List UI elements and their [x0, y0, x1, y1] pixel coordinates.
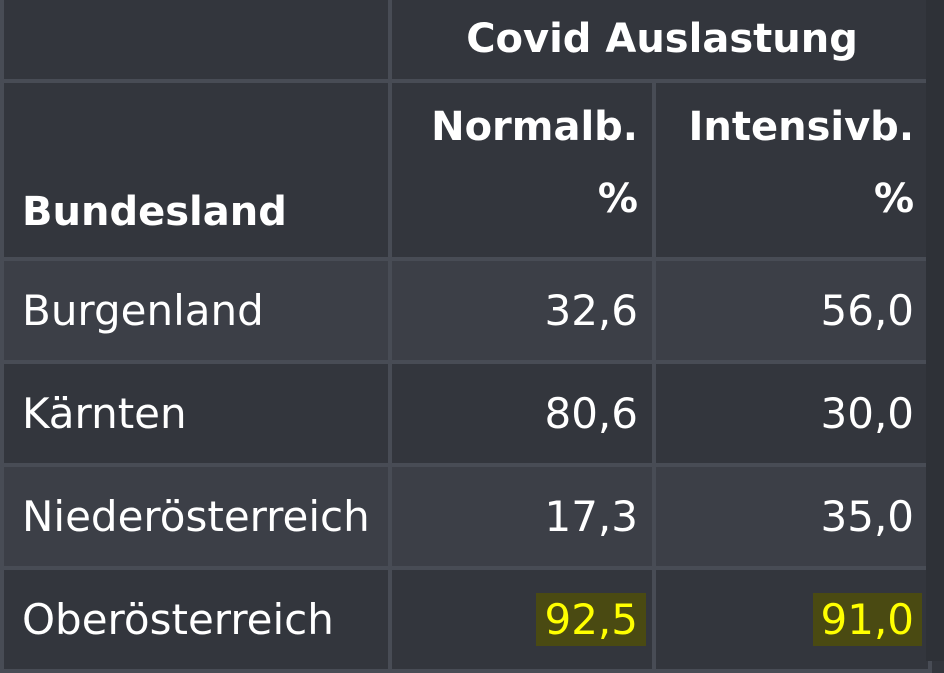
cell-intensivbetten: 30,0 [651, 360, 933, 467]
cell-normalbetten: 32,6 [388, 257, 656, 364]
table-row: Burgenland 32,6 56,0 [0, 257, 933, 364]
column-header-bundesland[interactable]: Bundesland [0, 79, 392, 261]
cell-normalbetten: 80,6 [388, 360, 656, 467]
scroll-gutter [926, 0, 944, 661]
column-header-normalbetten-label: Normalb. [431, 104, 638, 150]
column-header-normalbetten-unit: % [597, 176, 638, 222]
column-header-intensivbetten-unit: % [873, 176, 915, 222]
table-row: Niederösterreich 17,3 35,0 [0, 463, 933, 570]
column-header-row: Bundesland Normalb. % Intensivb. % [0, 79, 933, 261]
highlighted-value: 91,0 [812, 593, 923, 646]
column-header-intensivbetten[interactable]: Intensivb. % [651, 79, 933, 261]
table-row: Oberösterreich 92,5 91,0 [0, 566, 933, 673]
column-header-intensivbetten-label: Intensivb. [688, 104, 915, 150]
cell-intensivbetten: 56,0 [651, 257, 933, 364]
cell-intensivbetten: 91,0 [651, 566, 933, 673]
group-header-covid-auslastung: Covid Auslastung [387, 0, 933, 83]
cell-normalbetten: 17,3 [388, 463, 656, 570]
group-header-row: Covid Auslastung [0, 0, 933, 83]
table-row: Kärnten 80,6 30,0 [0, 360, 933, 467]
cell-bundesland: Burgenland [0, 257, 392, 364]
cell-bundesland: Kärnten [0, 360, 392, 467]
column-header-normalbetten[interactable]: Normalb. % [388, 79, 656, 261]
empty-header-cell [0, 0, 392, 83]
cell-bundesland: Niederösterreich [0, 463, 392, 570]
highlighted-value: 92,5 [536, 593, 646, 646]
cell-normalbetten: 92,5 [388, 566, 656, 673]
cell-bundesland: Oberösterreich [0, 566, 392, 673]
cell-intensivbetten: 35,0 [651, 463, 933, 570]
